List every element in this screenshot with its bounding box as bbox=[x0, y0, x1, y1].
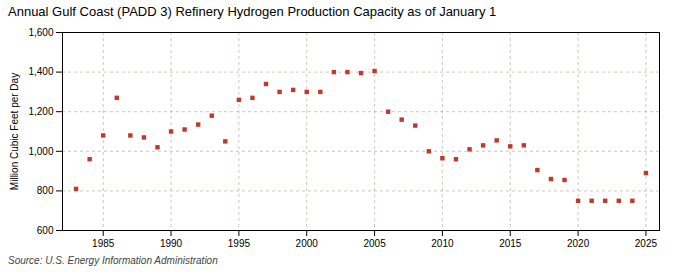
svg-text:2025: 2025 bbox=[635, 238, 658, 249]
svg-text:800: 800 bbox=[37, 185, 54, 196]
svg-text:2015: 2015 bbox=[499, 238, 522, 249]
html-text:Annual Gulf Coast (PADD 3) Ref: Annual Gulf Coast (PADD 3) Refinery Hydr… bbox=[8, 4, 497, 19]
svg-text:600: 600 bbox=[37, 225, 54, 236]
svg-text:2005: 2005 bbox=[363, 238, 386, 249]
svg-text:2000: 2000 bbox=[296, 238, 319, 249]
svg-text:1990: 1990 bbox=[160, 238, 183, 249]
html-text:Source: U.S. Energy Informatio: Source: U.S. Energy Information Administ… bbox=[8, 255, 218, 266]
svg-text:1985: 1985 bbox=[92, 238, 115, 249]
svg-text:2020: 2020 bbox=[567, 238, 590, 249]
svg-text:Million Cubic Feet per Day: Million Cubic Feet per Day bbox=[9, 73, 20, 190]
svg-text:1,200: 1,200 bbox=[28, 106, 53, 117]
svg-text:1,400: 1,400 bbox=[28, 66, 53, 77]
svg-text:2010: 2010 bbox=[431, 238, 454, 249]
svg-text:1,000: 1,000 bbox=[28, 146, 53, 157]
svg-text:1995: 1995 bbox=[228, 238, 251, 249]
svg-text:1,600: 1,600 bbox=[28, 27, 53, 38]
